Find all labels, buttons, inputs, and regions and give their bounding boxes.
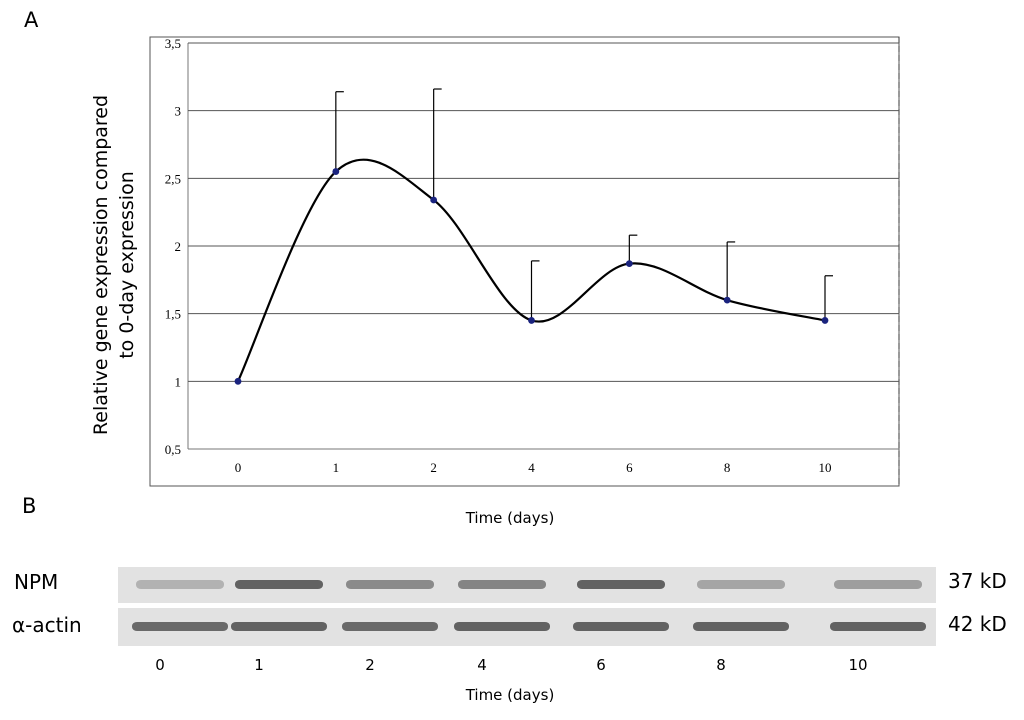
x-axis-label: Time (days) — [465, 509, 555, 527]
chart-frame — [149, 36, 900, 487]
blot-band — [235, 580, 323, 589]
y-tick-label: 2,5 — [165, 171, 181, 186]
blot-band — [342, 622, 438, 631]
blot-band — [834, 580, 922, 589]
blot-band — [458, 580, 546, 589]
blot-band — [454, 622, 550, 631]
x-tick-label: 4 — [528, 460, 535, 475]
blot-lane-label: 8 — [716, 656, 726, 674]
panel-a-label: A — [24, 8, 39, 32]
series-line — [237, 158, 826, 382]
x-tick-label: 6 — [626, 460, 633, 475]
y-tick-label: 3,5 — [165, 36, 181, 51]
data-point — [332, 168, 340, 175]
blot-row-label-npm: NPM — [14, 570, 59, 594]
blot-lane-label: 10 — [848, 656, 868, 674]
blot-band — [697, 580, 785, 589]
y-axis-label: Relative gene expression compared to 0-d… — [88, 55, 140, 475]
blot-band — [136, 580, 224, 589]
data-point — [430, 196, 438, 204]
blot-band — [830, 622, 926, 631]
x-tick-label: 8 — [724, 460, 731, 475]
blot-size-npm: 37 kD — [948, 569, 1007, 593]
blot-band — [132, 622, 228, 631]
data-point — [625, 260, 633, 267]
blot-band — [577, 580, 665, 589]
data-point — [528, 317, 535, 324]
y-tick-label: 3 — [175, 104, 182, 119]
blot-x-axis-label: Time (days) — [465, 686, 555, 704]
y-tick-label: 1 — [175, 374, 182, 389]
x-tick-label: 0 — [235, 460, 242, 475]
y-tick-label: 1,5 — [165, 307, 181, 322]
blot-strip-npm — [118, 567, 936, 603]
blot-band — [693, 622, 789, 631]
x-tick-label: 2 — [430, 460, 437, 475]
x-tick-label: 10 — [819, 460, 832, 475]
y-axis-label-line-2: to 0-day expression — [116, 171, 138, 359]
data-point — [234, 377, 242, 385]
blot-lane-label: 2 — [365, 656, 375, 674]
blot-band — [231, 622, 327, 631]
blot-band — [346, 580, 434, 589]
data-point — [821, 317, 829, 324]
blot-lane-label: 1 — [254, 656, 264, 674]
blot-strip-actin — [118, 608, 936, 646]
data-point — [723, 296, 731, 304]
blot-band — [573, 622, 669, 631]
panel-b-label: B — [22, 494, 37, 518]
x-tick-label: 1 — [333, 460, 340, 475]
y-axis-label-line-1: Relative gene expression compared — [90, 94, 112, 436]
blot-row-label-actin: α-actin — [12, 613, 82, 637]
blot-size-actin: 42 kD — [948, 612, 1007, 636]
y-tick-label: 2 — [175, 239, 182, 254]
blot-lane-label: 4 — [477, 656, 487, 674]
blot-lane-label: 0 — [155, 656, 165, 674]
y-tick-label: 0,5 — [165, 442, 181, 457]
line-chart: 0,5 1 1,5 2 2,5 3 3,5 0 1 2 4 6 8 10 — [149, 36, 900, 487]
y-axis-label-wrap: Relative gene expression compared to 0-d… — [82, 60, 146, 470]
blot-lane-label: 6 — [596, 656, 606, 674]
